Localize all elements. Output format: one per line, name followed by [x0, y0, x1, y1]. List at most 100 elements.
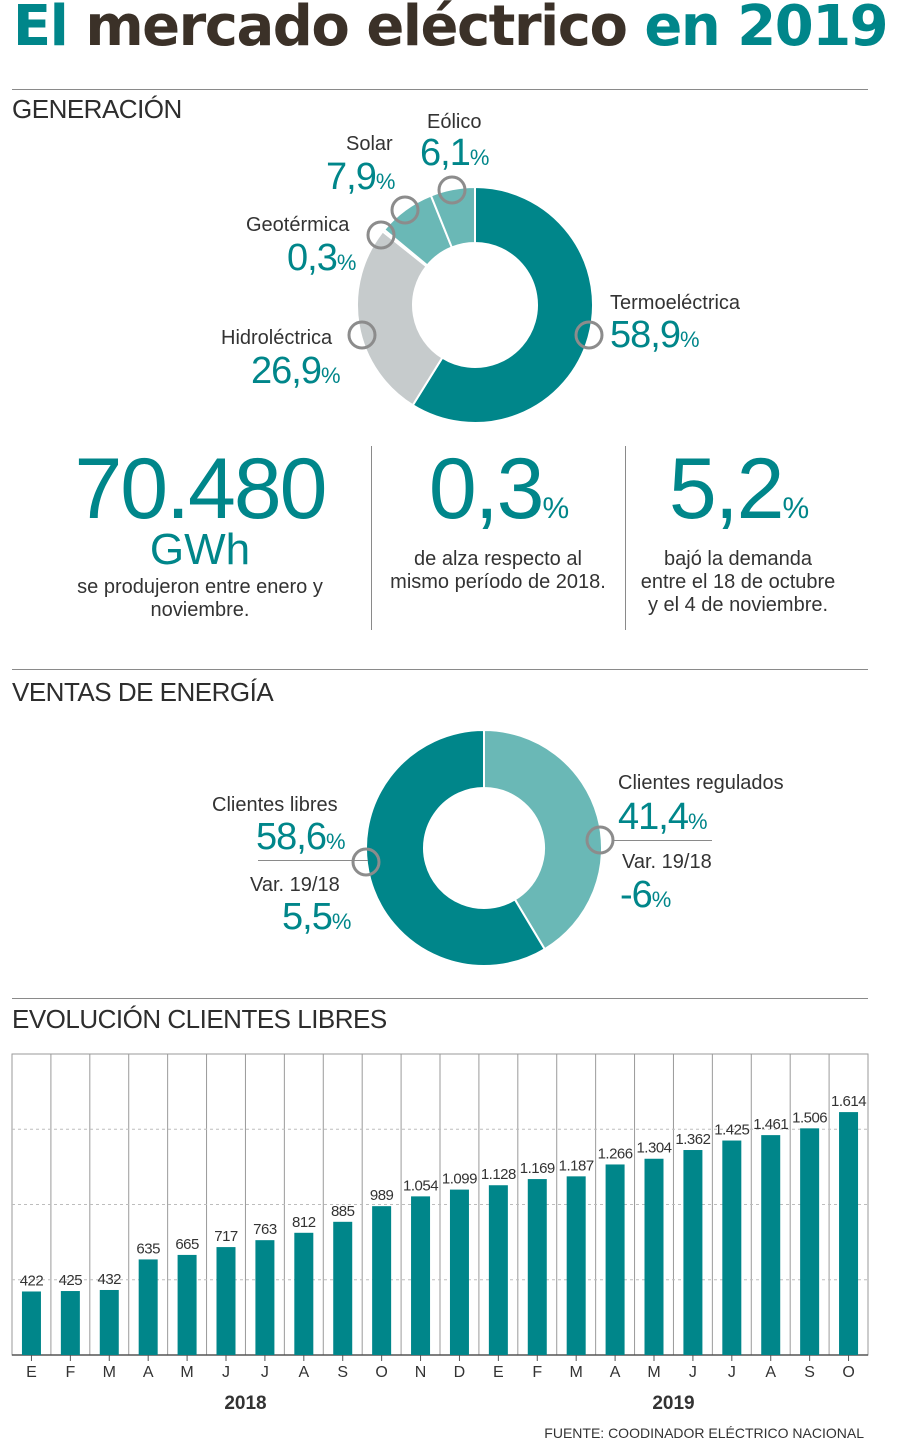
- section-ventas: VENTAS DE ENERGÍA: [12, 677, 274, 707]
- stat-generation-text: se produjeron entre enero y noviembre.: [77, 576, 323, 621]
- stat-alza-value: 0,3%: [428, 441, 569, 537]
- bar: [216, 1247, 236, 1355]
- tick-label: E: [493, 1364, 504, 1381]
- sales-donut: [351, 728, 615, 967]
- slice-label-eolico: Eólico: [427, 111, 482, 133]
- data-label: 422: [20, 1272, 44, 1289]
- stat-generation-unit: GWh: [149, 525, 251, 574]
- data-label: 812: [292, 1214, 316, 1231]
- var-value-regulados: -6%: [620, 874, 671, 916]
- donut-slice-clientes-libres: [365, 728, 547, 967]
- label-divider: [612, 840, 712, 841]
- bar: [683, 1150, 703, 1355]
- section-evolucion: EVOLUCIÓN CLIENTES LIBRES: [12, 1004, 387, 1034]
- stat-generation: 70.480 GWh se produjeron entre enero y n…: [30, 446, 370, 622]
- bar: [138, 1259, 158, 1355]
- source-note: FUENTE: COODINADOR ELÉCTRICO NACIONAL: [544, 1425, 864, 1441]
- year-label: 2019: [652, 1393, 694, 1414]
- data-label: 763: [253, 1221, 277, 1238]
- bar: [60, 1291, 80, 1355]
- data-label: 1.187: [559, 1157, 594, 1174]
- title-part-2: mercado eléctrico: [85, 0, 628, 59]
- donut-slice-clientes-regulados: [483, 728, 603, 951]
- tick-label: J: [222, 1364, 230, 1381]
- callout-marker: [351, 847, 381, 877]
- generation-donut: [347, 175, 604, 424]
- data-label: 1.614: [831, 1093, 866, 1110]
- slice-label-geotermica: Geotérmica: [246, 214, 350, 236]
- stat-demanda-text: bajó la demanda entre el 18 de octubre y…: [640, 548, 836, 616]
- donut-slice-eolico: [429, 185, 476, 249]
- data-label: 717: [214, 1228, 238, 1245]
- data-label: 885: [331, 1203, 355, 1220]
- tick-label: J: [689, 1364, 697, 1381]
- tick-label: A: [298, 1364, 309, 1381]
- tick-label: M: [180, 1364, 193, 1381]
- slice-label-regulados: Clientes regulados: [618, 772, 784, 794]
- data-label: 1.128: [481, 1166, 516, 1183]
- slice-value-termo: 58,9%: [610, 314, 700, 356]
- data-label: 1.266: [598, 1145, 633, 1162]
- tick-label: S: [804, 1364, 815, 1381]
- page-title: El mercado eléctrico en 2019: [0, 0, 900, 59]
- section-divider: [12, 89, 868, 90]
- bar: [372, 1206, 392, 1355]
- data-label: 989: [370, 1187, 394, 1204]
- title-part-3: en 2019: [644, 0, 888, 59]
- data-label: 1.304: [636, 1140, 671, 1157]
- bar: [177, 1254, 197, 1355]
- data-label: 1.099: [442, 1171, 477, 1188]
- slice-value-regulados: 41,4%: [618, 796, 708, 838]
- bar: [722, 1140, 742, 1355]
- year-label: 2018: [224, 1393, 266, 1414]
- bar: [294, 1232, 314, 1355]
- bar: [488, 1185, 508, 1355]
- bar-chart: 422 E 425 F 432 M 635 A 665 M 717 J 763 J 812 A 885 S 989 O…: [11, 1053, 869, 1414]
- tick-label: J: [728, 1364, 736, 1381]
- data-label: 1.461: [753, 1116, 788, 1133]
- section-generacion: GENERACIÓN: [12, 94, 182, 124]
- bar: [99, 1289, 119, 1355]
- data-label: 665: [175, 1236, 199, 1253]
- data-label: 1.054: [403, 1177, 438, 1194]
- stat-divider: [371, 446, 372, 630]
- slice-value-solar: 7,9%: [326, 156, 395, 198]
- bar: [255, 1240, 275, 1355]
- tick-label: M: [647, 1364, 660, 1381]
- callout-marker: [347, 320, 377, 350]
- slice-value-hidro: 26,9%: [251, 350, 341, 392]
- tick-label: M: [103, 1364, 116, 1381]
- data-label: 1.169: [520, 1160, 555, 1177]
- stat-alza: 0,3% de alza respecto al mismo período d…: [390, 446, 606, 594]
- var-label-regulados: Var. 19/18: [622, 851, 712, 873]
- slice-value-libres: 58,6%: [256, 816, 346, 858]
- data-label: 1.506: [792, 1109, 827, 1126]
- bar: [21, 1291, 41, 1355]
- bar: [839, 1112, 859, 1355]
- tick-label: O: [842, 1364, 854, 1381]
- callout-marker: [574, 320, 604, 350]
- tick-label: O: [375, 1364, 387, 1381]
- bar: [449, 1189, 469, 1355]
- tick-label: F: [532, 1364, 542, 1381]
- slice-label-solar: Solar: [346, 133, 393, 155]
- bar: [644, 1158, 664, 1355]
- var-label-libres: Var. 19/18: [250, 874, 340, 896]
- tick-label: S: [337, 1364, 348, 1381]
- tick-label: N: [415, 1364, 427, 1381]
- section-divider: [12, 998, 868, 999]
- data-label: 425: [59, 1272, 83, 1289]
- tick-label: A: [143, 1364, 154, 1381]
- callout-marker: [390, 195, 420, 225]
- slice-label-termo: Termoeléctrica: [610, 292, 741, 314]
- tick-label: D: [454, 1364, 466, 1381]
- tick-label: E: [26, 1364, 37, 1381]
- tick-label: F: [65, 1364, 75, 1381]
- donut-slice-hidrolectrica: [356, 230, 444, 407]
- bar: [605, 1164, 625, 1355]
- stat-alza-text: de alza respecto al mismo período de 201…: [390, 548, 606, 593]
- tick-label: A: [765, 1364, 776, 1381]
- data-label: 432: [98, 1271, 122, 1288]
- slice-value-geotermica: 0,3%: [287, 237, 356, 279]
- stat-divider: [625, 446, 626, 630]
